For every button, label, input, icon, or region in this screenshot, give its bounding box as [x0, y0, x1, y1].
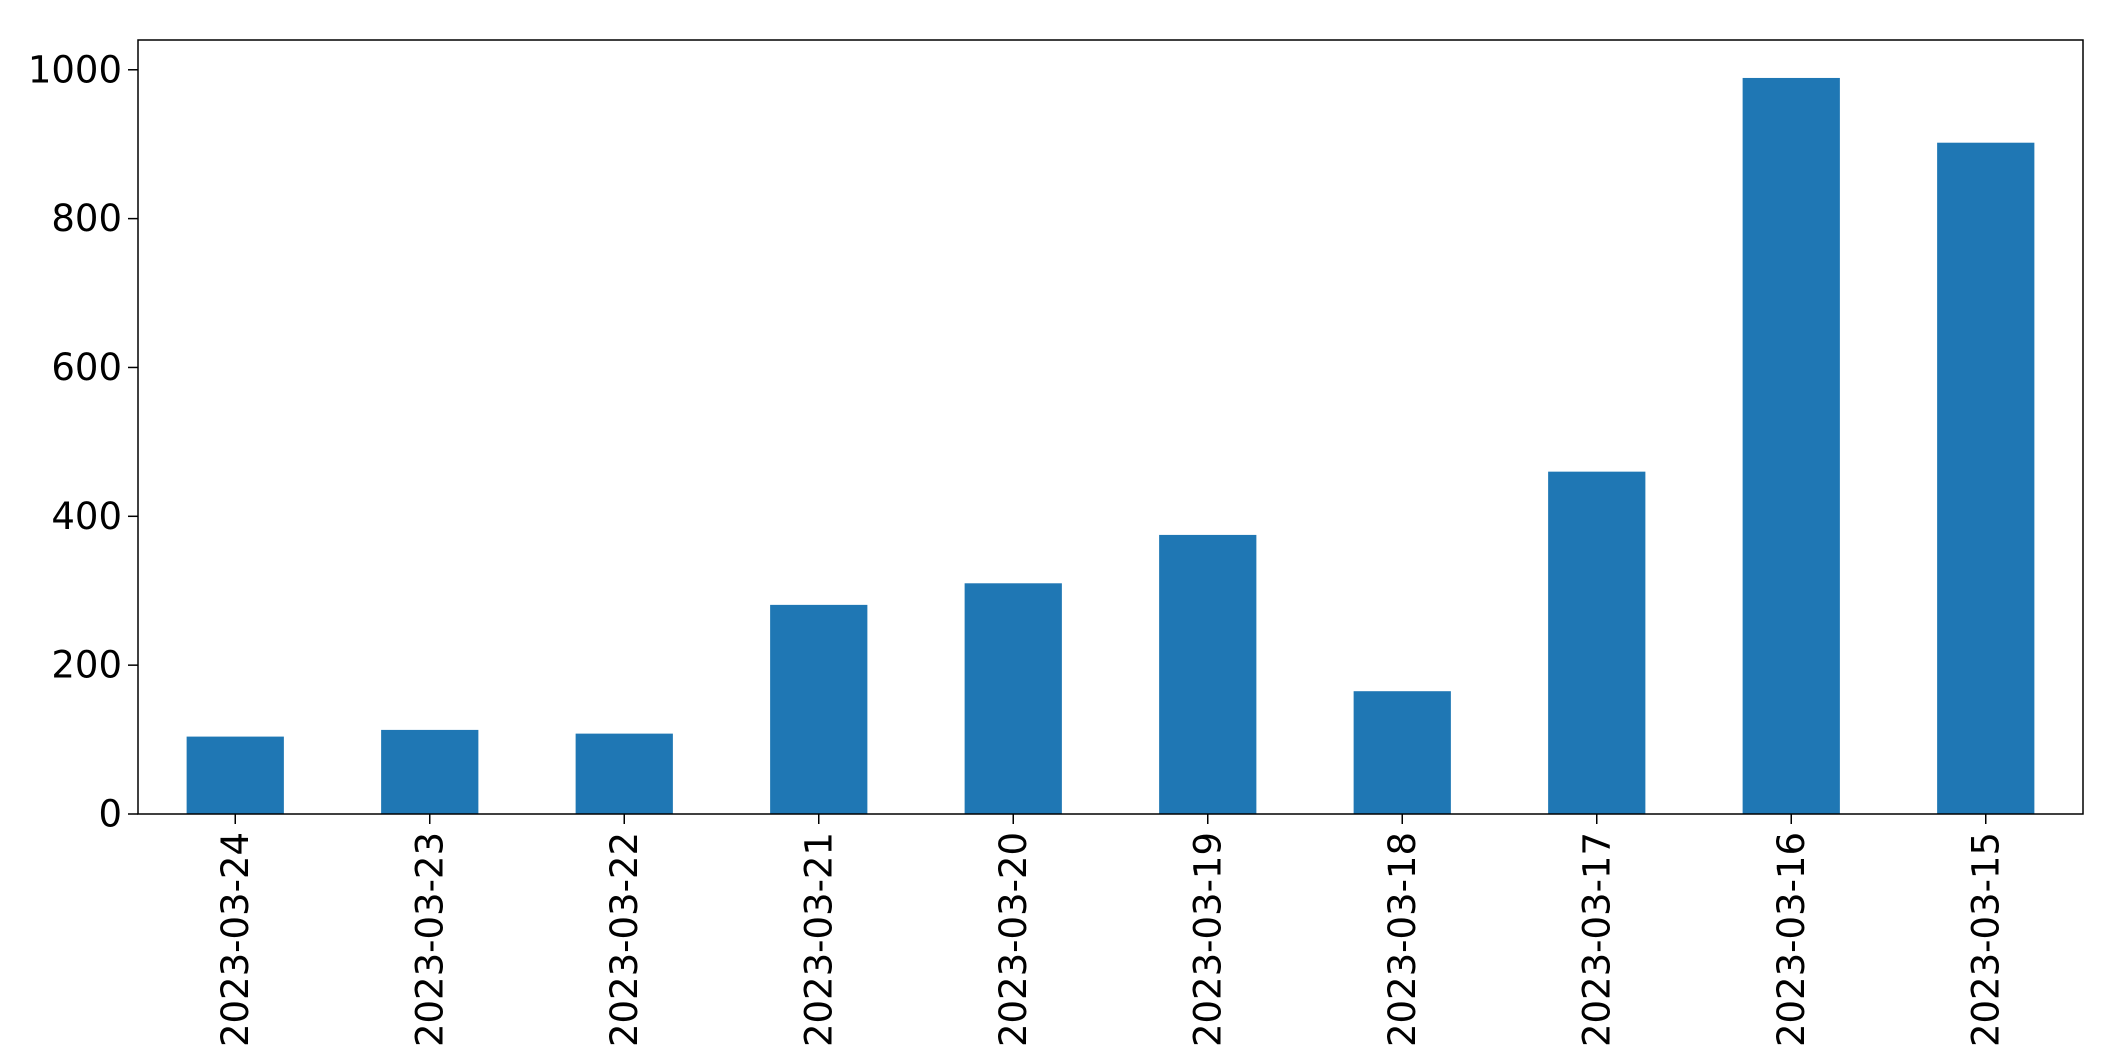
bar-2023-03-15	[1937, 142, 2035, 814]
x-tick-label: 2023-03-15	[1964, 832, 2007, 1047]
y-tick-label: 800	[51, 197, 122, 240]
y-tick-label: 1000	[28, 48, 122, 91]
bar-2023-03-16	[1742, 77, 1840, 815]
bar-2023-03-20	[964, 583, 1062, 814]
bar-2023-03-18	[1353, 691, 1451, 814]
bar-2023-03-19	[1159, 534, 1257, 814]
x-tick-label: 2023-03-20	[992, 832, 1035, 1047]
x-axis: 2023-03-24 2023-03-23 2023-03-22 2023-03-21…	[214, 814, 2007, 1047]
x-tick-label: 2023-03-19	[1186, 832, 1229, 1047]
bar-2023-03-21	[770, 604, 868, 814]
bar-2023-03-23	[381, 729, 479, 814]
x-tick-label: 2023-03-17	[1575, 832, 1618, 1047]
y-tick-label: 0	[98, 793, 122, 836]
bar-2023-03-22	[575, 733, 673, 814]
y-axis: 0 200 400 600 800 1000	[28, 48, 138, 836]
bar-2023-03-17	[1548, 471, 1646, 814]
bars-group	[186, 77, 2035, 815]
y-tick-label: 600	[51, 346, 122, 389]
x-tick-label: 2023-03-16	[1770, 832, 1813, 1047]
x-tick-label: 2023-03-23	[408, 832, 451, 1047]
x-tick-label: 2023-03-18	[1381, 832, 1424, 1047]
bar-2023-03-24	[186, 736, 284, 814]
y-tick-label: 400	[51, 495, 122, 538]
y-tick-label: 200	[51, 644, 122, 687]
x-tick-label: 2023-03-24	[214, 832, 257, 1047]
x-tick-label: 2023-03-21	[797, 832, 840, 1047]
x-tick-label: 2023-03-22	[603, 832, 646, 1047]
plot-frame	[137, 39, 2084, 815]
